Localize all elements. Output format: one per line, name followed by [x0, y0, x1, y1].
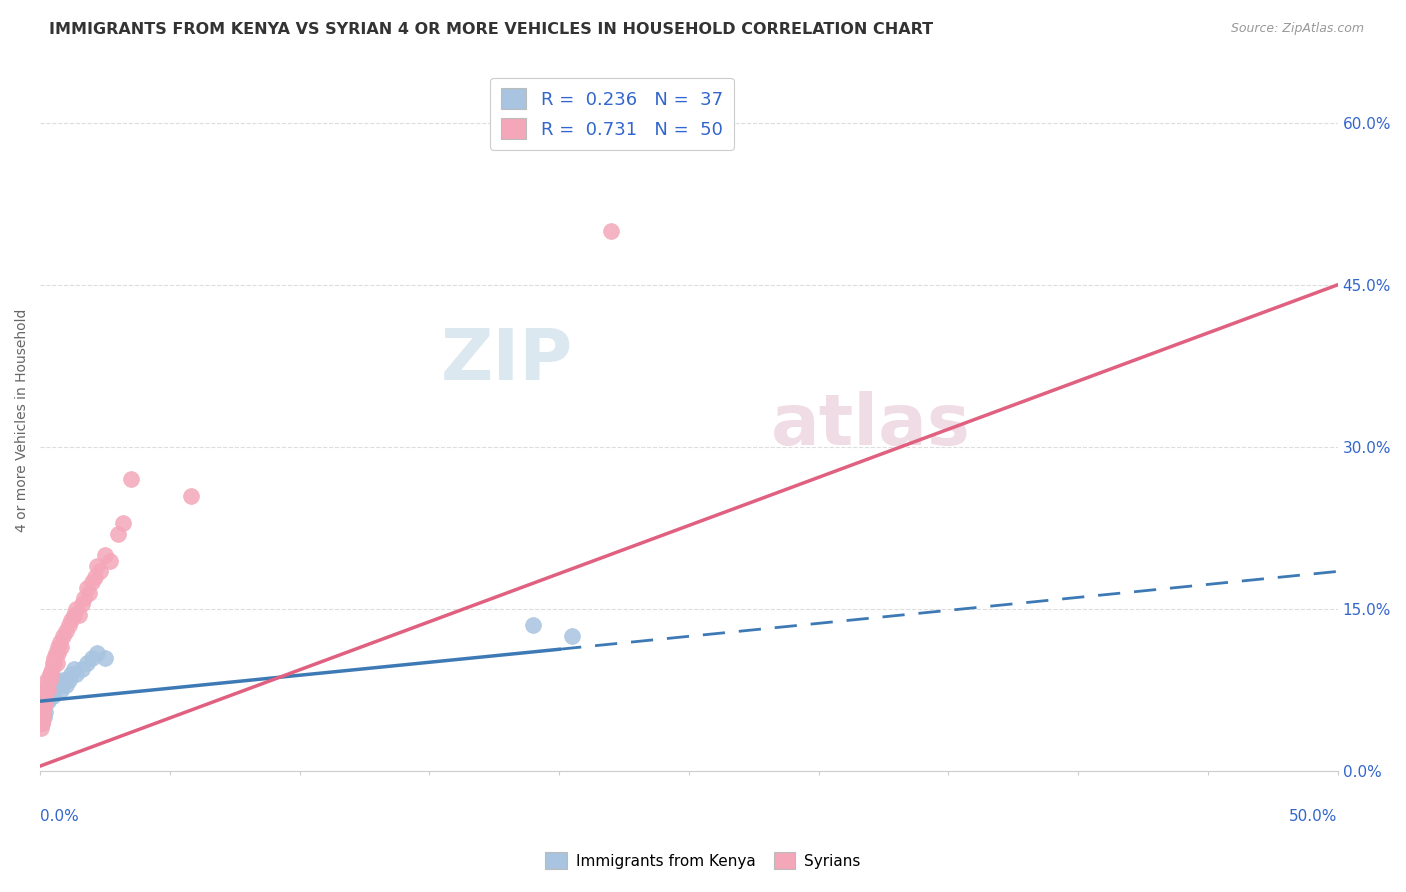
Point: [107, 526, 129, 541]
Legend: R =  0.236   N =  37, R =  0.731   N =  50: R = 0.236 N = 37, R = 0.731 N = 50: [491, 78, 734, 150]
Point: [42, 657, 65, 671]
Point: [41, 678, 63, 692]
Point: [31, 710, 53, 724]
Point: [112, 516, 135, 530]
Point: [37, 694, 59, 708]
Point: [86, 646, 108, 660]
Point: [39, 667, 62, 681]
Point: [52, 673, 75, 687]
Point: [70, 597, 93, 611]
Point: [55, 678, 77, 692]
Text: IMMIGRANTS FROM KENYA VS SYRIAN 4 OR MORE VEHICLES IN HOUSEHOLD CORRELATION CHAR: IMMIGRANTS FROM KENYA VS SYRIAN 4 OR MOR…: [49, 22, 934, 37]
Text: ZIP: ZIP: [441, 326, 574, 395]
Point: [180, 489, 202, 503]
Point: [37, 683, 59, 698]
Point: [31, 715, 53, 730]
Point: [83, 570, 105, 584]
Point: [39, 683, 62, 698]
Point: [38, 689, 60, 703]
Point: [34, 705, 56, 719]
Point: [58, 618, 80, 632]
Point: [63, 607, 86, 622]
Point: [38, 673, 60, 687]
Point: [32, 699, 55, 714]
Point: [58, 673, 80, 687]
Point: [600, 224, 623, 238]
Point: [120, 473, 142, 487]
Point: [44, 683, 66, 698]
Point: [31, 699, 53, 714]
Point: [80, 575, 103, 590]
Point: [31, 715, 53, 730]
Point: [32, 705, 55, 719]
Point: [37, 673, 59, 687]
Point: [48, 634, 70, 648]
Point: [31, 715, 53, 730]
Point: [522, 618, 544, 632]
Point: [49, 640, 72, 654]
Point: [34, 694, 56, 708]
Point: [35, 689, 58, 703]
Point: [31, 705, 53, 719]
Point: [35, 683, 58, 698]
Point: [65, 602, 87, 616]
Point: [39, 667, 62, 681]
Point: [35, 678, 58, 692]
Point: [86, 559, 108, 574]
Point: [46, 646, 69, 660]
Point: [60, 667, 83, 681]
Point: [31, 705, 53, 719]
Point: [49, 683, 72, 698]
Legend: Immigrants from Kenya, Syrians: Immigrants from Kenya, Syrians: [538, 846, 868, 875]
Point: [94, 548, 117, 562]
Point: [46, 657, 69, 671]
Point: [34, 689, 56, 703]
Point: [65, 667, 87, 681]
Text: atlas: atlas: [770, 391, 970, 460]
Point: [41, 662, 63, 676]
Point: [89, 565, 111, 579]
Point: [52, 629, 75, 643]
Point: [67, 607, 90, 622]
Point: [35, 689, 58, 703]
Point: [60, 613, 83, 627]
Point: [39, 683, 62, 698]
Point: [55, 624, 77, 638]
Point: [46, 640, 69, 654]
Point: [561, 629, 583, 643]
Point: [70, 662, 93, 676]
Point: [98, 553, 121, 567]
Point: [41, 678, 63, 692]
Point: [42, 689, 65, 703]
Point: [31, 705, 53, 719]
Text: Source: ZipAtlas.com: Source: ZipAtlas.com: [1230, 22, 1364, 36]
Point: [39, 673, 62, 687]
Point: [30, 710, 52, 724]
Point: [94, 651, 117, 665]
Point: [76, 657, 98, 671]
Point: [32, 699, 55, 714]
Point: [32, 710, 55, 724]
Point: [79, 586, 101, 600]
Point: [73, 591, 96, 606]
Text: 50.0%: 50.0%: [1289, 809, 1337, 824]
Y-axis label: 4 or more Vehicles in Household: 4 or more Vehicles in Household: [15, 309, 30, 532]
Point: [63, 662, 86, 676]
Point: [45, 646, 67, 660]
Point: [32, 694, 55, 708]
Point: [34, 694, 56, 708]
Point: [44, 651, 66, 665]
Point: [46, 678, 69, 692]
Point: [76, 581, 98, 595]
Point: [42, 657, 65, 671]
Text: 0.0%: 0.0%: [41, 809, 79, 824]
Point: [37, 683, 59, 698]
Point: [80, 651, 103, 665]
Point: [45, 673, 67, 687]
Point: [32, 699, 55, 714]
Point: [30, 721, 52, 735]
